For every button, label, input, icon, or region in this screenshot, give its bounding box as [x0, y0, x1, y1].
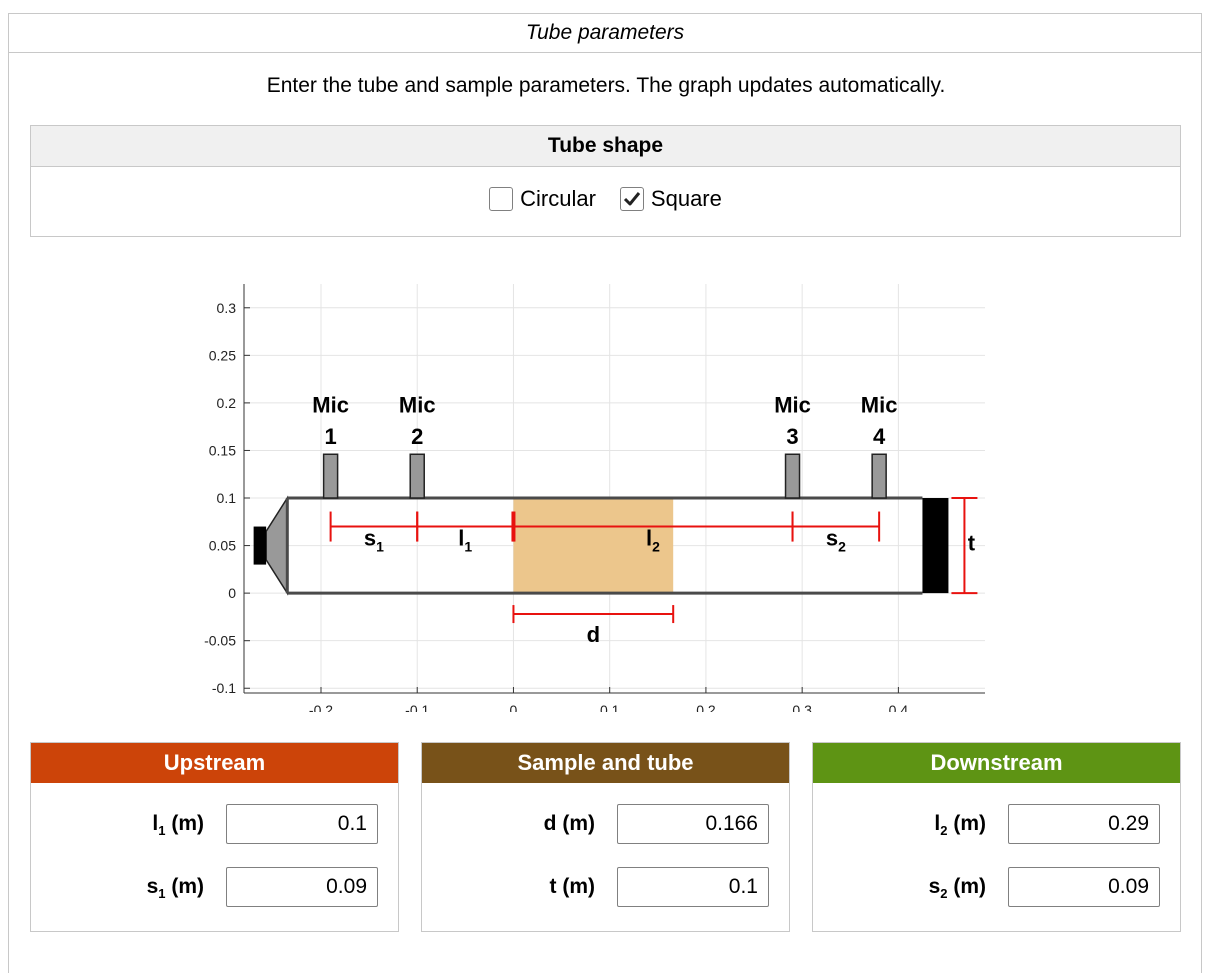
tube-shape-panel: Tube shape Circular Square: [30, 125, 1181, 237]
l1-row: l1 (m): [31, 804, 398, 844]
y-tick-label: 0.05: [209, 538, 236, 554]
d-label: d (m): [543, 812, 595, 835]
tube-shape-options: Circular Square: [31, 186, 1180, 212]
mic-number: 1: [324, 424, 336, 449]
x-tick-label: 0.2: [696, 702, 716, 712]
checkmark-icon: [623, 192, 641, 206]
dimension-t-label: t: [968, 530, 976, 555]
l2-label: l2 (m): [934, 812, 986, 839]
dimension-s2-label: s2: [826, 526, 846, 555]
sample-material: [513, 498, 674, 594]
downstream-panel: Downstream l2 (m) s2 (m): [812, 742, 1181, 932]
dimension-subscript: 1: [376, 539, 384, 555]
l2-input[interactable]: [1008, 804, 1160, 844]
d-row: d (m): [422, 804, 789, 844]
label-subscript: 1: [158, 823, 166, 839]
square-option[interactable]: Square: [619, 186, 722, 212]
mic-label: Mic: [399, 392, 436, 417]
dimension-subscript: 2: [652, 539, 660, 555]
y-tick-label: 0.15: [209, 442, 236, 458]
circular-label: Circular: [520, 186, 596, 211]
s1-row: s1 (m): [31, 867, 398, 907]
y-tick-label: 0.2: [217, 395, 237, 411]
t-label: t (m): [549, 875, 596, 898]
x-tick-label: -0.1: [405, 702, 429, 712]
sample-and-tube-panel: Sample and tube d (m) t (m): [421, 742, 790, 932]
dimension-subscript: 2: [838, 539, 846, 555]
downstream-panel-title: Downstream: [813, 743, 1180, 783]
label-subscript: 2: [940, 886, 948, 902]
l2-row: l2 (m): [813, 804, 1180, 844]
s2-row: s2 (m): [813, 867, 1180, 907]
mic-number: 3: [786, 424, 798, 449]
y-tick-label: 0.25: [209, 347, 236, 363]
mic-label: Mic: [774, 392, 811, 417]
speaker-cone: [265, 495, 289, 596]
s2-label: s2 (m): [928, 875, 986, 902]
l1-input[interactable]: [226, 804, 378, 844]
window-title: Tube parameters: [9, 14, 1201, 53]
x-tick-label: 0.4: [889, 702, 909, 712]
upstream-panel-title: Upstream: [31, 743, 398, 783]
tube-shape-title: Tube shape: [31, 126, 1180, 167]
mic-number: 2: [411, 424, 423, 449]
x-tick-label: -0.2: [309, 702, 333, 712]
circular-checkbox[interactable]: [489, 187, 514, 211]
x-tick-label: 0.3: [792, 702, 812, 712]
y-tick-label: 0.3: [217, 300, 237, 316]
x-tick-label: 0.1: [600, 702, 620, 712]
label-subscript: 2: [940, 823, 948, 839]
microphone-1: [322, 453, 339, 499]
tube-diagram-plot: -0.2 -0.1 0 0.1 0.2 0.3 0.4 -0.1 -0.05 0 0.05 0.1 0.…: [204, 284, 985, 712]
sample-and-tube-panel-title: Sample and tube: [422, 743, 789, 783]
circular-option[interactable]: Circular: [489, 186, 596, 212]
y-tick-label: -0.05: [204, 633, 236, 649]
tube-parameters-window: Tube parameters Enter the tube and sampl…: [8, 13, 1202, 973]
microphone-3: [784, 453, 801, 499]
mic-label: Mic: [312, 392, 349, 417]
tube-termination: [922, 498, 949, 594]
s2-input[interactable]: [1008, 867, 1160, 907]
dimension-d-label: d: [587, 622, 600, 647]
label-subscript: 1: [158, 886, 166, 902]
square-label: Square: [650, 186, 722, 211]
t-input[interactable]: [617, 867, 769, 907]
dimension-s1-label: s1: [364, 526, 384, 555]
t-row: t (m): [422, 867, 789, 907]
mic-number: 4: [873, 424, 886, 449]
speaker-magnet: [253, 526, 267, 565]
microphone-4: [871, 453, 887, 499]
d-input[interactable]: [617, 804, 769, 844]
dimension-l1-label: l1: [458, 526, 472, 555]
l1-label: l1 (m): [152, 812, 204, 839]
y-tick-label: -0.1: [212, 680, 236, 696]
x-tick-label: 0: [510, 702, 518, 712]
y-tick-label: 0: [228, 585, 236, 601]
square-checkbox[interactable]: [619, 187, 644, 211]
dimension-subscript: 1: [464, 539, 472, 555]
s1-input[interactable]: [226, 867, 378, 907]
mic-label: Mic: [861, 392, 898, 417]
y-tick-label: 0.1: [217, 490, 237, 506]
upstream-panel: Upstream l1 (m) s1 (m): [30, 742, 399, 932]
intro-text: Enter the tube and sample parameters. Th…: [266, 74, 946, 97]
microphone-2: [409, 453, 425, 499]
s1-label: s1 (m): [146, 875, 204, 902]
